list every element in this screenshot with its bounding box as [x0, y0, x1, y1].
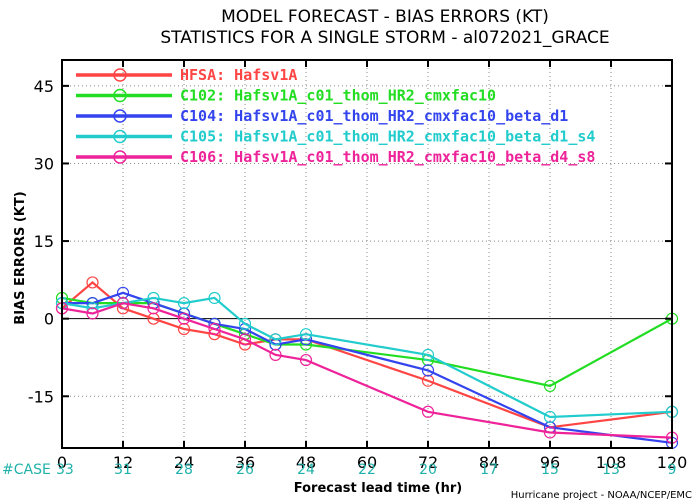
case-count: 13	[602, 462, 620, 478]
data-point-HFSA	[177, 322, 191, 336]
case-counts: 33 31 28 26 24 22 20 17 15 13 9	[56, 462, 676, 478]
grid-lines	[62, 60, 672, 448]
y-tick-label: -15	[28, 387, 54, 406]
series-layer	[55, 276, 679, 449]
x-tick-label: 120	[657, 453, 688, 472]
data-point-C105	[299, 328, 313, 341]
data-point-C105	[238, 317, 252, 330]
legend: HFSA: Hafsv1A C102: Hafsv1A_c01_thom_HR2_…	[76, 66, 595, 166]
data-point-C106	[269, 348, 282, 361]
data-point-C106	[238, 333, 252, 346]
y-tick-label: 15	[34, 232, 54, 251]
x-tick-label: 0	[57, 453, 67, 472]
case-count: 31	[114, 462, 132, 478]
case-count: 26	[236, 462, 254, 478]
legend-marker-C105	[113, 129, 127, 144]
data-point-C106	[86, 307, 99, 320]
x-tick-label: 72	[418, 453, 438, 472]
case-count: 22	[358, 462, 376, 478]
legend-label-C102: C102: Hafsv1A_c01_thom_HR2_cmxfac10	[180, 87, 496, 105]
data-point-C106	[208, 322, 221, 336]
y-tick-label: 45	[34, 77, 54, 96]
data-point-C106	[177, 312, 191, 325]
data-point-C104	[116, 286, 130, 299]
y-axis-label: BIAS ERRORS (KT)	[13, 191, 28, 324]
x-tick-label: 84	[479, 453, 499, 472]
case-count: 15	[541, 462, 559, 478]
legend-marker-C104	[113, 109, 127, 123]
chart-subtitle: STATISTICS FOR A SINGLE STORM - al072021…	[160, 28, 609, 48]
series-line-C105	[61, 296, 673, 419]
credit-text: Hurricane project - NOAA/NCEP/EMC	[511, 490, 692, 501]
case-count-label: #CASE	[2, 462, 51, 478]
legend-label-C106: C106: Hafsv1A_c01_thom_HR2_cmxfac10_beta…	[180, 148, 595, 166]
legend-marker-C102	[113, 88, 127, 103]
data-point-C105	[177, 297, 191, 310]
data-point-C106	[299, 353, 313, 367]
x-tick-label: 12	[113, 453, 133, 472]
data-point-C102	[543, 379, 557, 393]
chart-title: MODEL FORECAST - BIAS ERRORS (KT)	[221, 7, 549, 27]
case-count: 20	[419, 462, 437, 478]
case-count: 33	[56, 462, 74, 478]
data-point-C106	[543, 426, 557, 439]
case-count: 28	[175, 462, 193, 478]
x-tick-label: 108	[596, 453, 627, 472]
data-point-C105	[421, 348, 435, 361]
data-point-HFSA	[421, 374, 435, 387]
legend-label-C104: C104: Hafsv1A_c01_thom_HR2_cmxfac10_beta…	[180, 107, 568, 125]
x-tick-label: 96	[540, 453, 560, 472]
data-point-C104	[421, 364, 435, 377]
legend-marker-HFSA	[113, 68, 127, 82]
data-point-C106	[147, 302, 160, 315]
series-line-C106	[61, 302, 673, 439]
x-axis-label: Forecast lead time (hr)	[294, 481, 462, 496]
data-point-C105	[208, 291, 221, 305]
legend-marker-C106	[113, 150, 127, 164]
data-point-HFSA	[147, 312, 160, 325]
data-point-C105	[543, 410, 557, 424]
series-C106	[55, 297, 679, 444]
legend-label-C105: C105: Hafsv1A_c01_thom_HR2_cmxfac10_beta…	[180, 128, 595, 146]
y-tick-label: 0	[44, 310, 54, 329]
data-point-HFSA	[86, 276, 99, 289]
case-count: 9	[668, 462, 677, 478]
data-point-C105	[269, 333, 282, 346]
legend-label-HFSA: HFSA: Hafsv1A	[180, 66, 297, 84]
case-count: 17	[480, 462, 498, 478]
x-tick-label: 24	[174, 453, 194, 472]
x-tick-label: 36	[235, 453, 255, 472]
data-point-C106	[421, 405, 435, 418]
y-tick-label: 30	[34, 154, 54, 173]
data-point-C106	[116, 297, 130, 310]
x-tick-label: 48	[296, 453, 316, 472]
case-count: 24	[297, 462, 315, 478]
axis-layer: 0 12 24 36 48 60 72 84 96 108 120 -15 0 15 30 45	[28, 60, 687, 472]
x-tick-label: 60	[357, 453, 377, 472]
data-point-C105	[147, 291, 160, 305]
